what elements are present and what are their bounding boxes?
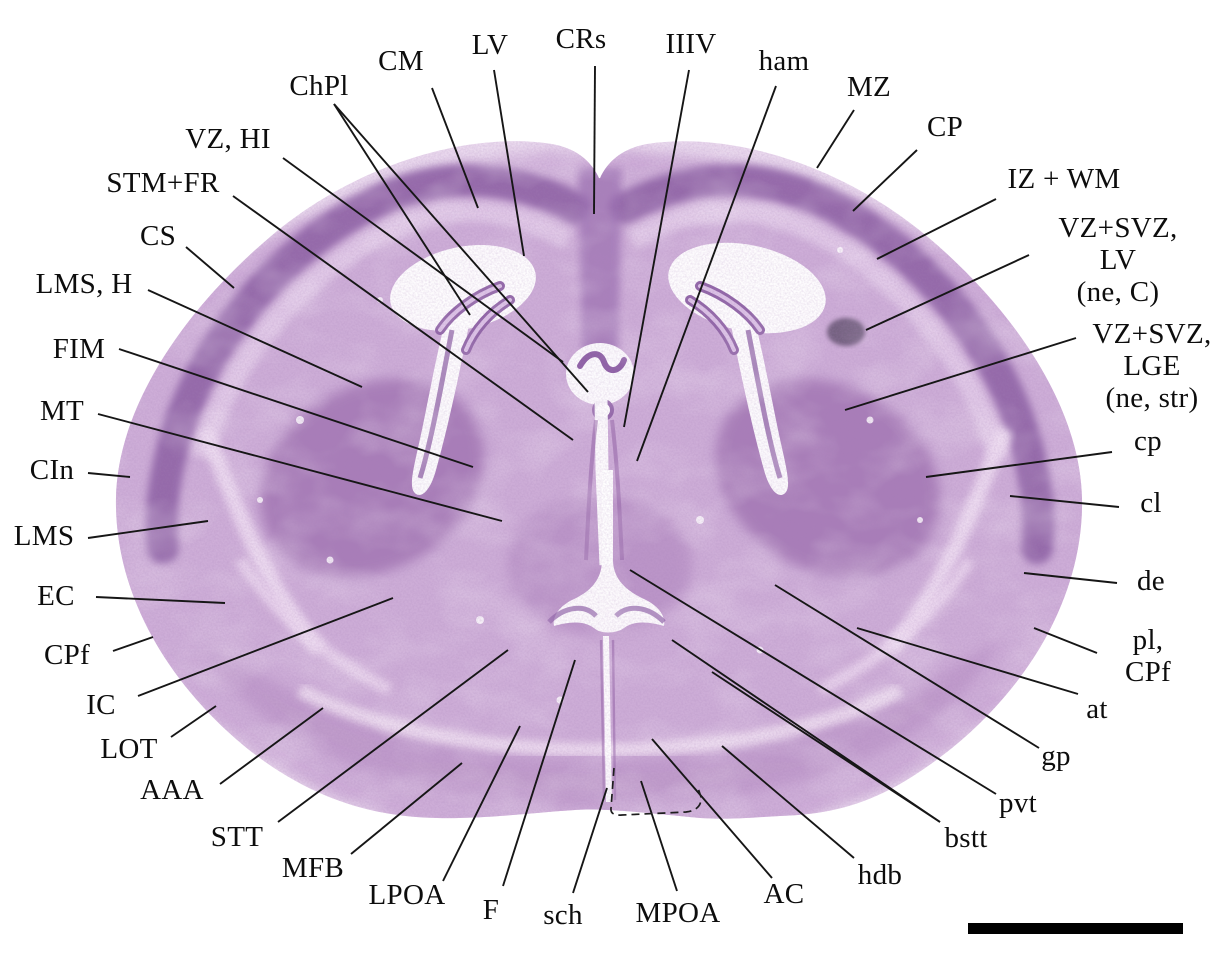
leader-lms-h bbox=[147, 289, 363, 388]
leader-bstt bbox=[711, 671, 941, 823]
leader-pl-cpf bbox=[1033, 627, 1098, 654]
leader-ic bbox=[137, 597, 394, 697]
leader-cpf bbox=[112, 636, 154, 652]
leader-lines bbox=[87, 65, 1120, 894]
leader-mfb bbox=[350, 762, 463, 855]
leader-iiiv bbox=[623, 69, 690, 428]
leader-hdb bbox=[721, 745, 855, 859]
leader-vz-svz-lge bbox=[844, 337, 1077, 411]
leader-iz-wm bbox=[876, 198, 997, 260]
leader-ec bbox=[95, 596, 226, 604]
leader-sch bbox=[572, 787, 608, 894]
leader-gp bbox=[774, 584, 1040, 749]
leader-cl bbox=[1009, 495, 1120, 508]
leader-at bbox=[856, 627, 1079, 695]
leader-ham bbox=[636, 85, 777, 462]
leader-f bbox=[502, 659, 576, 887]
leader-vz-svz-lv bbox=[865, 254, 1030, 331]
leader-ac bbox=[651, 738, 773, 879]
leader-pvt bbox=[629, 569, 997, 795]
leader-lms bbox=[87, 520, 209, 539]
scale-bar bbox=[968, 923, 1183, 934]
leader-stm-fr bbox=[232, 195, 574, 441]
leader-cp-upper bbox=[852, 149, 918, 212]
leader-chpl bbox=[333, 103, 589, 393]
dashed-outline bbox=[610, 767, 702, 816]
leader-lv bbox=[493, 69, 525, 257]
leader-de bbox=[1023, 572, 1118, 584]
leader-fim bbox=[118, 348, 474, 468]
leader-crs bbox=[593, 65, 596, 215]
leader-cp-lower bbox=[925, 451, 1113, 478]
leader-cin bbox=[87, 472, 131, 478]
leader-mpoa bbox=[640, 780, 678, 892]
leader-lpoa bbox=[442, 725, 521, 882]
leader-vz-hi bbox=[282, 157, 564, 363]
leader-chpl bbox=[333, 103, 471, 316]
leader-mt bbox=[97, 413, 503, 522]
leader-cm bbox=[431, 87, 479, 209]
leader-cs bbox=[185, 246, 235, 289]
leader-stt bbox=[277, 649, 509, 823]
leader-mz bbox=[816, 109, 855, 169]
leader-lot bbox=[170, 705, 217, 738]
leader-aaa bbox=[219, 707, 324, 785]
